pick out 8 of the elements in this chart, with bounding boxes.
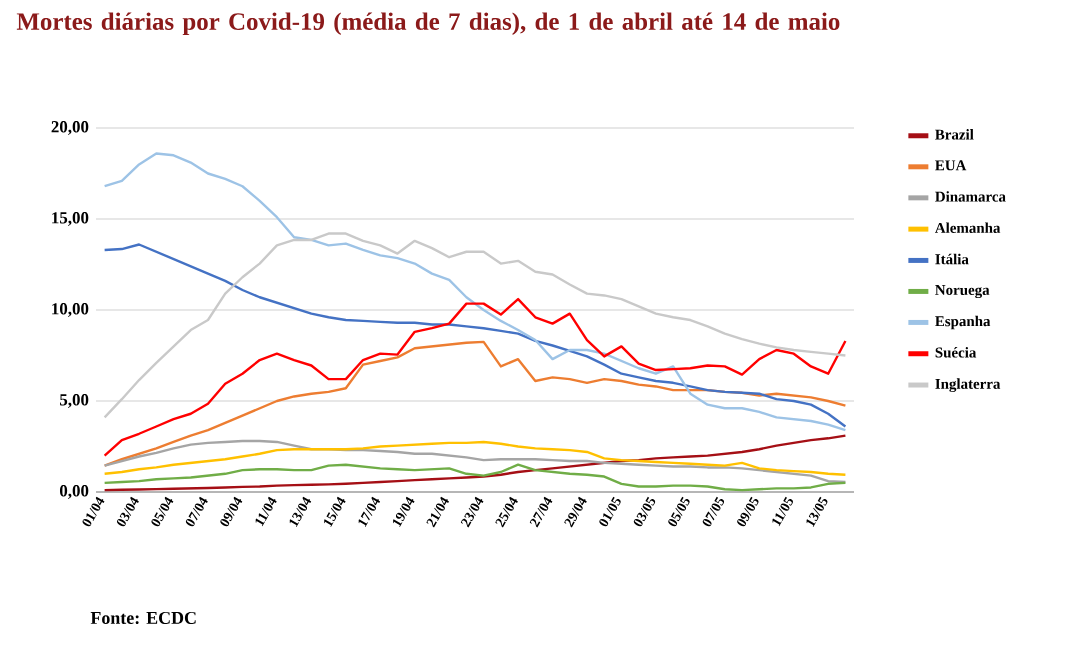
source-note: Fonte: ECDC [90,611,196,625]
y-tick-label: 10,00 [52,303,89,317]
y-tick-label: 20,00 [51,121,89,135]
line-series [103,297,847,457]
y-tick-label: 5,00 [60,394,89,408]
y-tick-label: 15,00 [52,212,89,226]
y-tick-label: 0,00 [59,485,89,499]
chart-title: Mortes diárias por Covid-19 (média de 7 dias), de 1 de abril até 14 de maio [16,12,840,36]
